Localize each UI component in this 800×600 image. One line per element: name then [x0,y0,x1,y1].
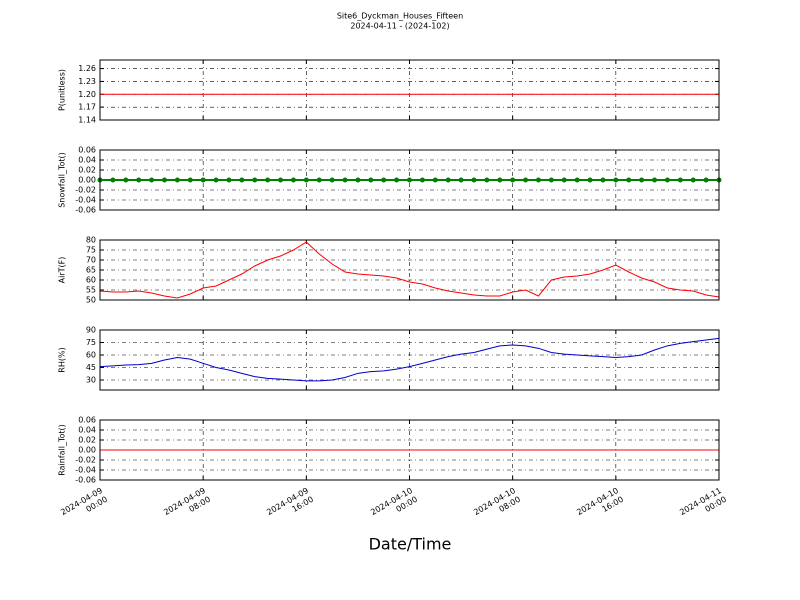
y-tick-label: 60 [86,276,96,285]
data-point [548,177,554,183]
y-axis-label: Rainfall_Tot() [58,424,67,476]
data-line [99,241,720,299]
data-point [123,177,129,183]
y-tick-label: 0.06 [78,416,96,425]
data-point [626,177,632,183]
y-tick-label: 0.06 [78,146,96,155]
y-tick-label: 1.23 [78,77,96,86]
y-tick-label: 0.00 [78,446,96,455]
data-point [510,177,516,183]
data-point [484,177,490,183]
data-point [355,177,361,183]
plot-frame [99,149,720,211]
y-tick-label: 75 [86,246,96,255]
data-point [342,177,348,183]
data-point [290,177,296,183]
data-point [200,177,206,183]
data-point [110,177,116,183]
chart-title: Site6_Dyckman_Houses_Fifteen [337,12,463,21]
data-point [497,177,503,183]
y-tick-label: 0.04 [78,426,96,435]
data-point [574,177,580,183]
data-point [561,177,567,183]
y-axis-label: AirT(F) [58,257,67,284]
data-point [535,177,541,183]
data-point [239,177,245,183]
y-tick-label: -0.06 [75,206,96,215]
y-tick-label: 1.17 [78,103,96,112]
y-tick-label: 90 [86,326,96,335]
y-tick-label: 1.26 [78,64,96,73]
plot-frame [99,419,720,481]
data-point [265,177,271,183]
y-tick-label: 55 [86,286,96,295]
data-point [149,177,155,183]
data-point [174,177,180,183]
y-tick-label: 80 [86,236,96,245]
y-tick-label: 1.14 [78,116,96,125]
y-axis-label: Snowfall_Tot() [58,152,67,208]
data-point [303,177,309,183]
plot-frame [99,239,720,301]
data-point [419,177,425,183]
data-point [445,177,451,183]
y-tick-label: 30 [86,376,96,385]
y-tick-label: 45 [86,363,96,372]
y-tick-label: 50 [86,296,96,305]
data-point [161,177,167,183]
data-point [600,177,606,183]
data-point [677,177,683,183]
data-point [703,177,709,183]
data-point [136,177,142,183]
chart-subtitle: 2024-04-11 - (2024-102) [350,22,449,31]
y-tick-label: -0.02 [75,186,96,195]
y-tick-label: -0.06 [75,476,96,485]
y-tick-label: 0.02 [78,166,96,175]
y-tick-label: -0.04 [75,466,96,475]
data-point [458,177,464,183]
data-point [613,177,619,183]
data-point [329,177,335,183]
data-point [639,177,645,183]
y-tick-label: 75 [86,338,96,347]
data-point [278,177,284,183]
data-point [316,177,322,183]
data-point [690,177,696,183]
data-point [407,177,412,183]
data-line [99,337,720,382]
y-tick-label: 0.04 [78,156,96,165]
y-tick-label: 65 [86,266,96,275]
y-tick-label: -0.02 [75,456,96,465]
data-point [664,177,670,183]
data-point [226,177,232,183]
x-axis-label: Date/Time [369,535,452,554]
y-tick-label: 1.20 [78,90,96,99]
data-point [523,177,529,183]
data-point [252,177,258,183]
y-tick-label: 0.00 [78,176,96,185]
y-tick-label: -0.04 [75,196,96,205]
data-point [368,177,374,183]
data-point [432,177,438,183]
data-point [587,177,593,183]
y-axis-label: P(unitless) [58,69,67,111]
data-point [394,177,400,183]
plot-frame [99,329,720,391]
data-point [213,177,219,183]
data-point [187,177,193,183]
y-tick-label: 70 [86,256,96,265]
y-tick-label: 0.02 [78,436,96,445]
data-point [471,177,477,183]
y-axis-label: RH(%) [58,347,67,372]
y-tick-label: 60 [86,351,96,360]
data-point [652,177,658,183]
data-point [381,177,387,183]
plot-frame [99,59,720,121]
